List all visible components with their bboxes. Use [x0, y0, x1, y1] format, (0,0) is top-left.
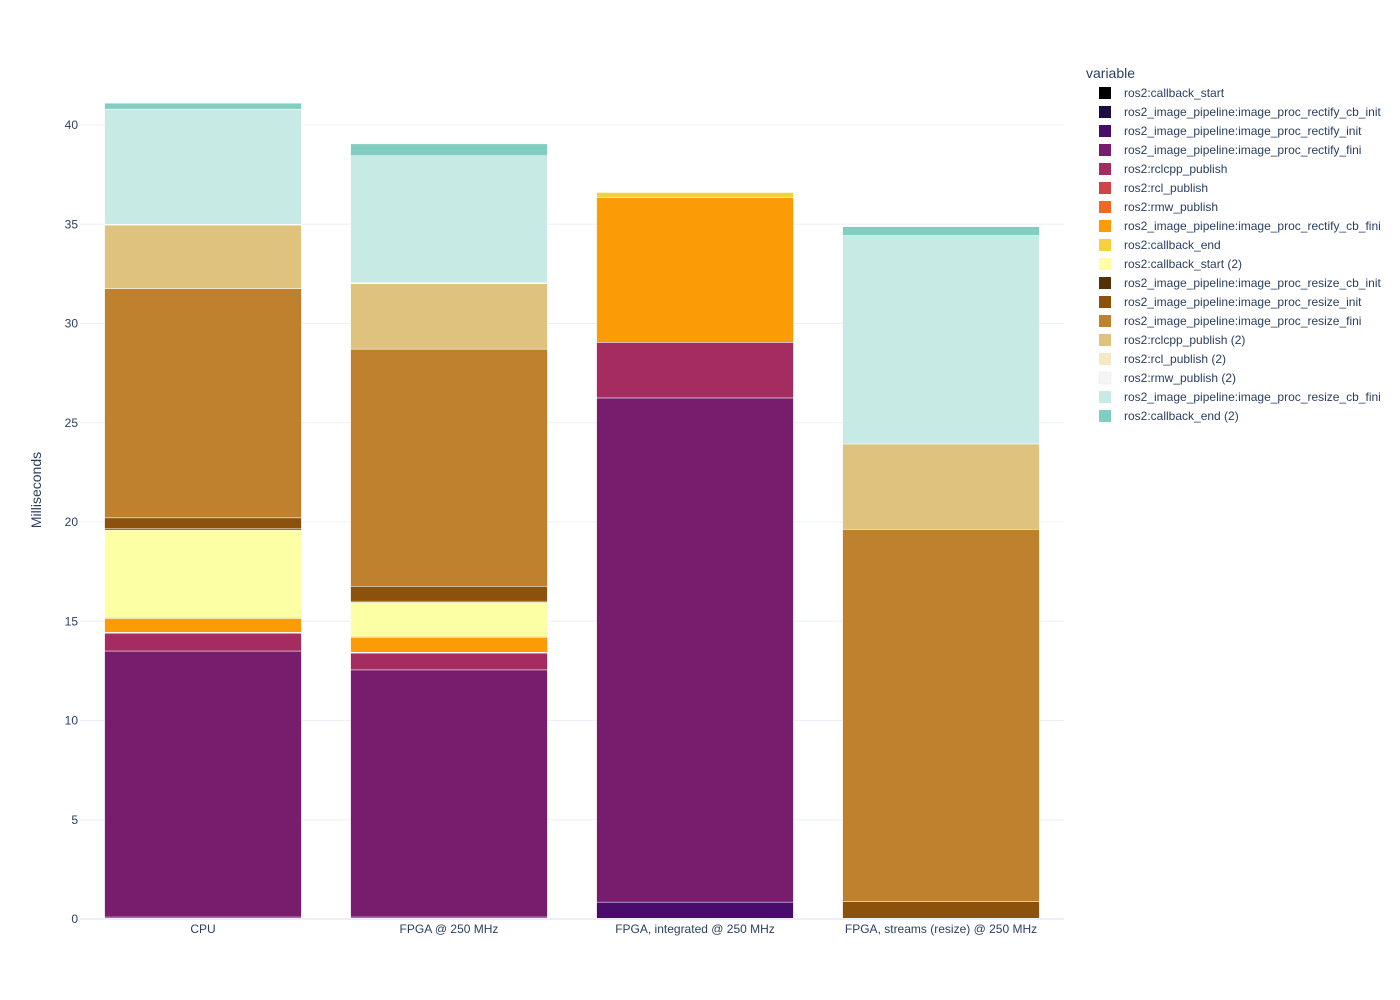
legend-item-label[interactable]: ros2:rmw_publish (2)	[1124, 371, 1236, 385]
legend-item-label[interactable]: ros2:rclcpp_publish (2)	[1124, 333, 1245, 347]
y-axis-title: Milliseconds	[28, 452, 44, 528]
legend-swatch[interactable]	[1099, 125, 1111, 137]
legend-swatch[interactable]	[1099, 277, 1111, 289]
bar-segment	[350, 669, 548, 918]
legend-item-label[interactable]: ros2:rclcpp_publish	[1124, 162, 1227, 176]
legend-item-label[interactable]: ros2:callback_start (2)	[1124, 257, 1242, 271]
legend-swatch[interactable]	[1099, 391, 1111, 403]
bar-segment	[350, 602, 548, 637]
y-tick-label: 20	[65, 515, 79, 529]
y-tick-label: 15	[65, 614, 79, 628]
legend-item-label[interactable]: ros2_image_pipeline:image_proc_resize_cb…	[1124, 390, 1381, 404]
bar-segment	[104, 650, 302, 918]
legend-swatch[interactable]	[1099, 144, 1111, 156]
y-tick-label: 0	[71, 912, 78, 926]
x-tick-label: FPGA, streams (resize) @ 250 MHz	[845, 922, 1037, 936]
legend-item-label[interactable]: ros2_image_pipeline:image_proc_rectify_c…	[1124, 219, 1381, 233]
legend-swatch[interactable]	[1099, 201, 1111, 213]
legend-item-label[interactable]: ros2:callback_end	[1124, 238, 1221, 252]
legend-item-label[interactable]: ros2:callback_end (2)	[1124, 409, 1239, 423]
x-tick-label: CPU	[190, 922, 215, 936]
bar-segment	[842, 443, 1040, 530]
bar-segment	[596, 197, 794, 343]
legend-swatch[interactable]	[1099, 239, 1111, 251]
legend-item-label[interactable]: ros2_image_pipeline:image_proc_resize_cb…	[1124, 276, 1381, 290]
y-tick-label: 10	[65, 714, 79, 728]
bar-segment	[104, 288, 302, 519]
legend-item-label[interactable]: ros2_image_pipeline:image_proc_rectify_c…	[1124, 105, 1381, 119]
bar-segment	[596, 192, 794, 198]
legend-swatch[interactable]	[1099, 334, 1111, 346]
bar-segment	[596, 397, 794, 903]
bar-segment	[104, 108, 302, 225]
legend-swatch[interactable]	[1099, 220, 1111, 232]
bar-segment	[104, 529, 302, 618]
bar-segment	[350, 348, 548, 587]
legend-item-label[interactable]: ros2:rcl_publish (2)	[1124, 352, 1226, 366]
legend-swatch[interactable]	[1099, 410, 1111, 422]
legend-swatch[interactable]	[1099, 296, 1111, 308]
x-tick-label: FPGA, integrated @ 250 MHz	[615, 922, 775, 936]
bar-segment	[842, 235, 1040, 445]
bar-segment	[842, 529, 1040, 902]
legend-item-label[interactable]: ros2:rcl_publish	[1124, 181, 1208, 195]
legend-item-label[interactable]: ros2_image_pipeline:image_proc_resize_fi…	[1124, 314, 1361, 328]
bar-segment	[596, 901, 794, 920]
legend-swatch[interactable]	[1099, 353, 1111, 365]
legend-swatch[interactable]	[1099, 163, 1111, 175]
bar-segment	[596, 342, 794, 399]
bar-segment	[842, 901, 1040, 919]
y-tick-label: 40	[65, 118, 79, 132]
legend-item-label[interactable]: ros2_image_pipeline:image_proc_resize_in…	[1124, 295, 1362, 309]
legend-title: variable	[1086, 65, 1135, 81]
axes: 0 5 10 15 20 25 30 35 40 CPU FPGA @ 250 MHz FPGA, i…	[65, 118, 1064, 936]
x-tick-label: FPGA @ 250 MHz	[400, 922, 499, 936]
bar-segment	[350, 586, 548, 602]
legend-item-label[interactable]: ros2:callback_start	[1124, 86, 1225, 100]
y-tick-label: 25	[65, 416, 79, 430]
bar-segment	[104, 517, 302, 529]
bar-segment	[104, 224, 302, 289]
legend-item-label[interactable]: ros2_image_pipeline:image_proc_rectify_f…	[1124, 143, 1361, 157]
bars	[104, 102, 1040, 920]
legend-swatch[interactable]	[1099, 315, 1111, 327]
bar-segment	[350, 155, 548, 284]
legend-swatch[interactable]	[1099, 106, 1111, 118]
legend-item-label[interactable]: ros2:rmw_publish	[1124, 200, 1218, 214]
bar-segment	[104, 632, 302, 652]
bar-segment	[350, 143, 548, 157]
legend-swatch[interactable]	[1099, 258, 1111, 270]
legend-swatch[interactable]	[1099, 87, 1111, 99]
legend-swatch[interactable]	[1099, 182, 1111, 194]
bar-segment	[350, 637, 548, 653]
bar-segment	[350, 283, 548, 350]
legend-item-label[interactable]: ros2_image_pipeline:image_proc_rectify_i…	[1124, 124, 1362, 138]
bar-segment	[104, 102, 302, 110]
bar-segment	[350, 652, 548, 671]
y-tick-label: 5	[71, 813, 78, 827]
bar-segment	[104, 618, 302, 633]
bar-segment	[842, 226, 1040, 236]
y-tick-label: 30	[65, 317, 79, 331]
y-tick-label: 35	[65, 217, 79, 231]
legend-swatch[interactable]	[1098, 371, 1112, 385]
legend: variable ros2:callback_start ros2_image_p…	[1086, 65, 1381, 423]
